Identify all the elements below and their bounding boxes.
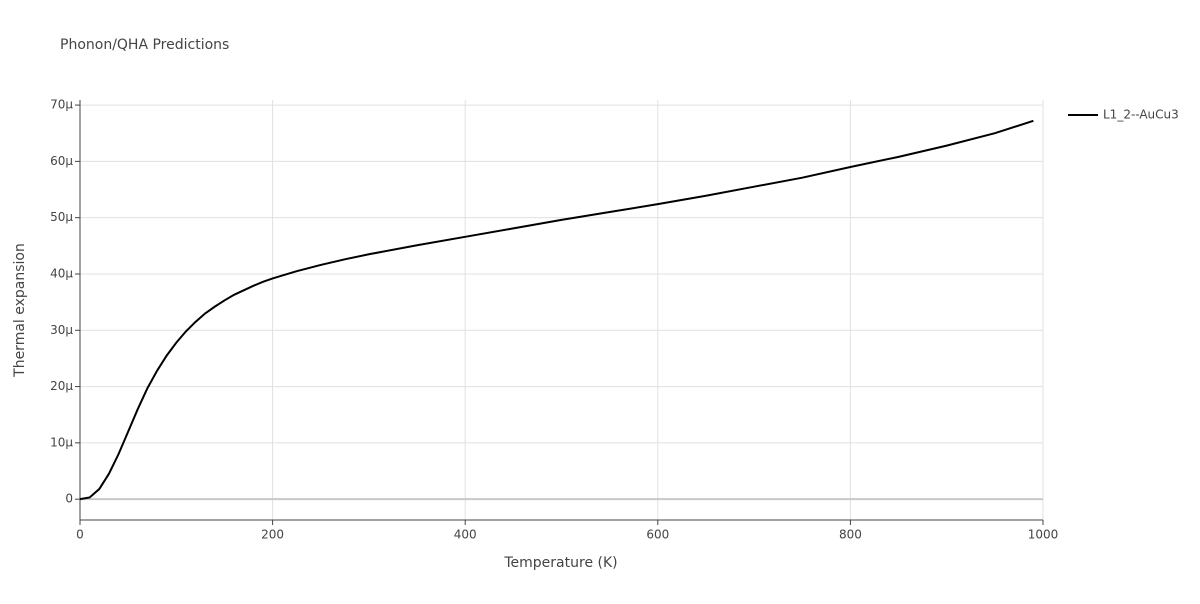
x-axis-label: Temperature (K)	[503, 555, 617, 571]
x-tick-label: 400	[454, 528, 477, 542]
y-tick-label: 60μ	[50, 154, 73, 168]
y-tick-label: 70μ	[50, 98, 73, 112]
x-tick-label: 600	[646, 528, 669, 542]
x-tick-label: 0	[76, 528, 84, 542]
x-tick-label: 800	[839, 528, 862, 542]
y-tick-label: 10μ	[50, 435, 73, 449]
y-axis-label: Thermal expansion	[12, 243, 28, 378]
y-tick-label: 0	[65, 492, 73, 506]
y-tick-label: 30μ	[50, 323, 73, 337]
line-series	[79, 119, 1034, 501]
x-tick-label: 1000	[1028, 528, 1059, 542]
legend-label: L1_2--AuCu3	[1103, 108, 1179, 122]
y-tick-label: 40μ	[50, 266, 73, 280]
chart-title: Phonon/QHA Predictions	[60, 37, 229, 53]
y-tick-label: 50μ	[50, 210, 73, 224]
x-tick-label: 200	[261, 528, 284, 542]
y-tick-label: 20μ	[50, 379, 73, 393]
